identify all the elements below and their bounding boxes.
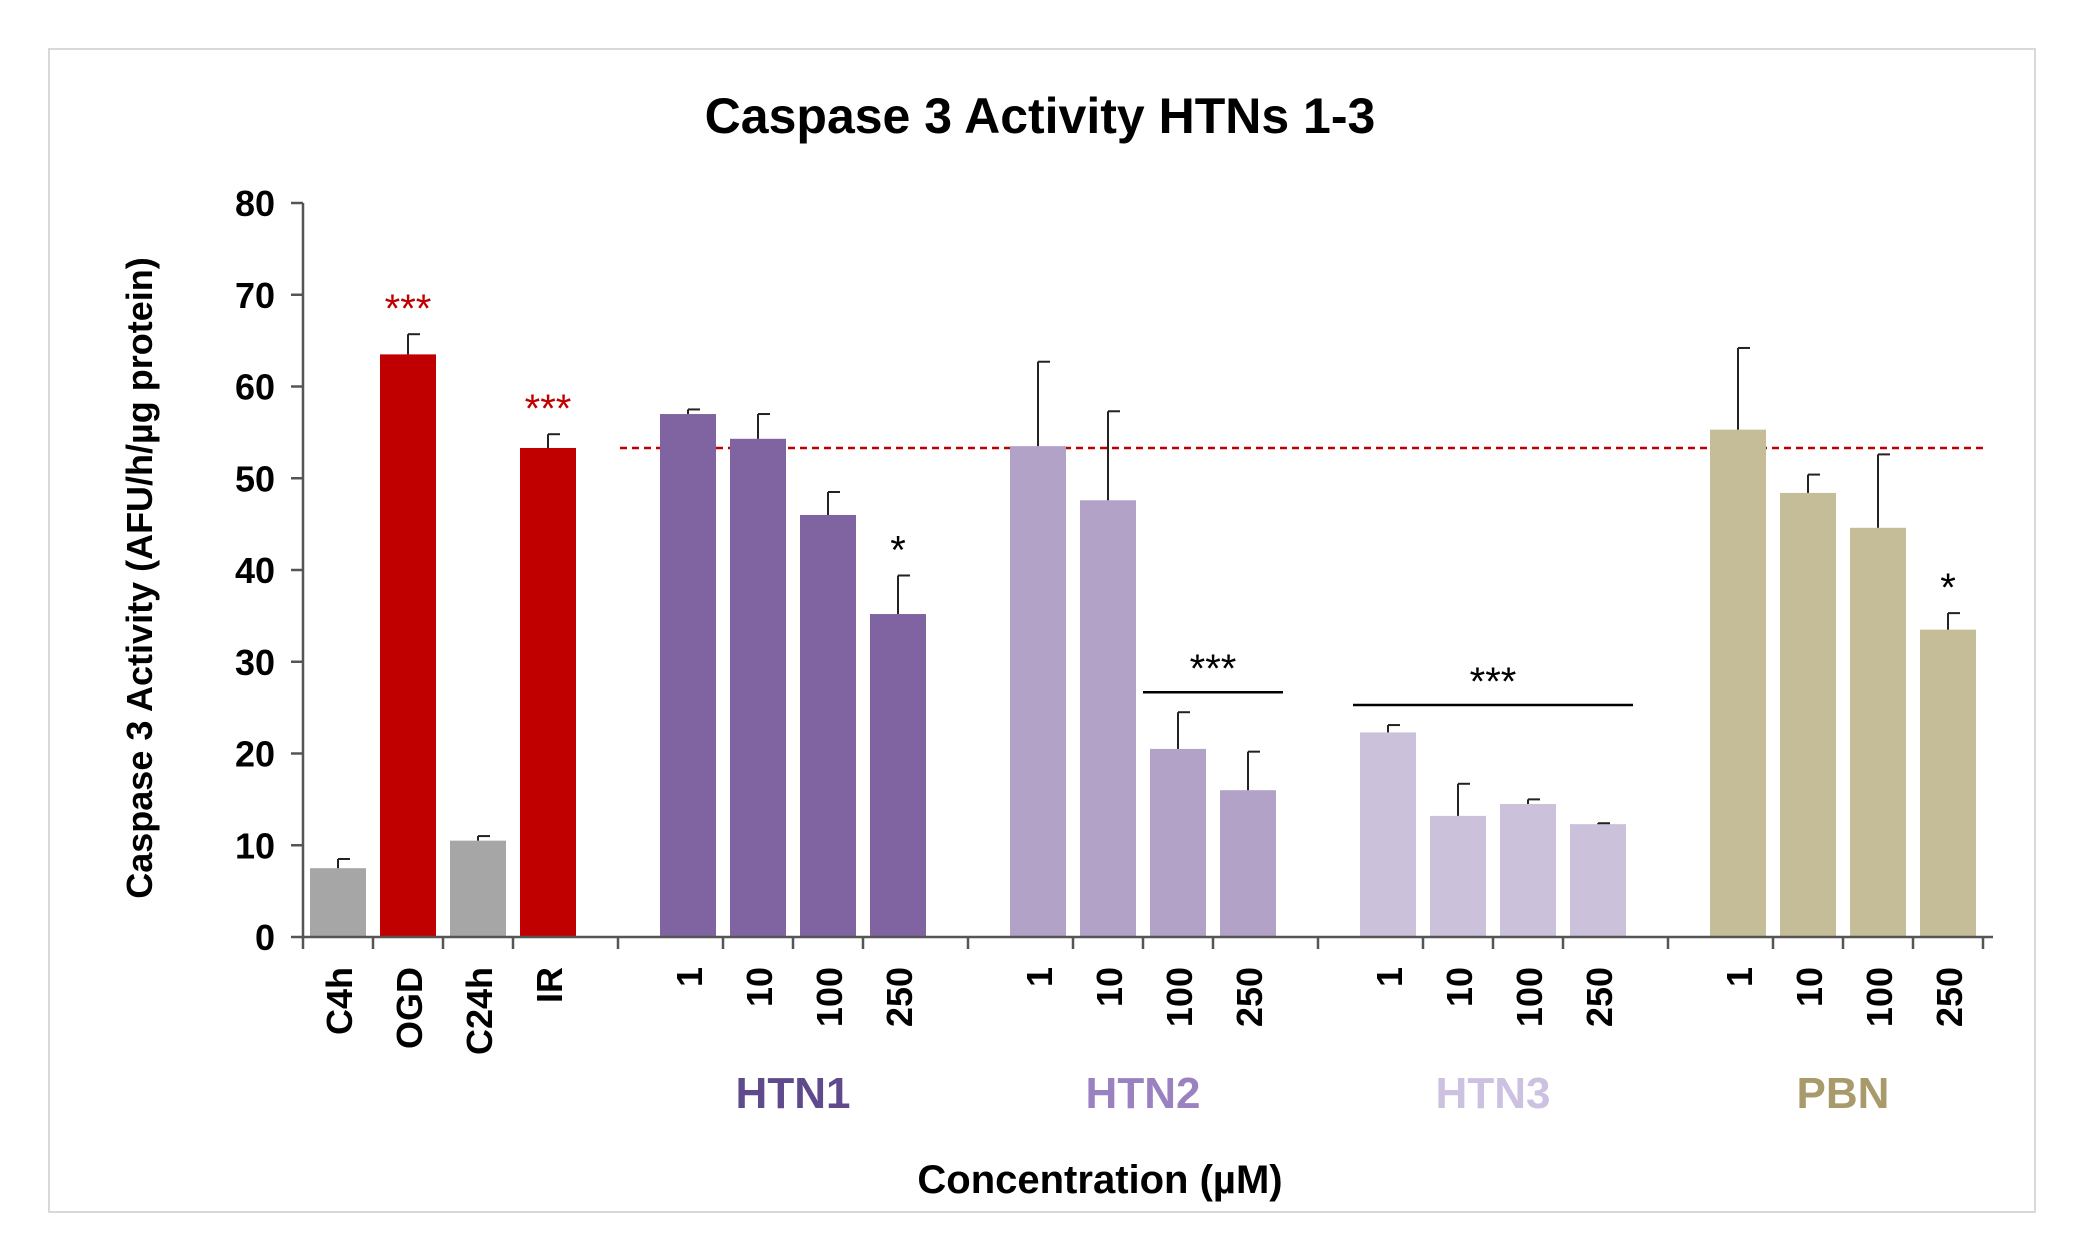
x-tick-label: C24h	[459, 967, 500, 1055]
bar-htn3-10	[1430, 815, 1486, 937]
significance-mark: ***	[1190, 647, 1237, 691]
y-tick-label: 20	[235, 734, 275, 775]
x-tick-label: 250	[1229, 967, 1270, 1027]
x-tick-label: 100	[1159, 967, 1200, 1027]
x-tick-label: 10	[1789, 967, 1830, 1007]
bar-pbn-1	[1710, 429, 1766, 937]
significance-mark: ***	[525, 387, 572, 431]
bar-pbn-100	[1850, 527, 1906, 937]
bar-control-c4h	[310, 868, 366, 937]
y-tick-label: 0	[255, 917, 275, 958]
bar-htn1-1	[660, 414, 716, 937]
bar-control-c24h	[450, 840, 506, 937]
x-tick-label: 10	[739, 967, 780, 1007]
x-tick-label: 100	[1509, 967, 1550, 1027]
x-tick-label: 1	[1369, 967, 1410, 987]
x-tick-label: OGD	[389, 967, 430, 1049]
x-axis-label: Concentration (µM)	[917, 1158, 1282, 1202]
bar-htn2-10	[1080, 500, 1136, 937]
chart-title: Caspase 3 Activity HTNs 1-3	[705, 88, 1376, 144]
significance-mark: *	[1940, 566, 1956, 610]
chart-frame	[48, 48, 2036, 1213]
x-tick-label: 1	[1719, 967, 1760, 987]
significance-mark: *	[890, 529, 906, 573]
group-label-htn2: HTN2	[1086, 1069, 1201, 1118]
x-tick-label: C4h	[319, 967, 360, 1035]
bar-control-ogd	[380, 354, 436, 937]
bar-htn2-100	[1150, 748, 1206, 937]
y-tick-label: 40	[235, 550, 275, 591]
group-label-htn3: HTN3	[1436, 1069, 1551, 1118]
bar-htn2-250	[1220, 790, 1276, 937]
x-tick-label: 1	[669, 967, 710, 987]
y-tick-label: 80	[235, 183, 275, 224]
y-tick-label: 60	[235, 367, 275, 408]
x-tick-label: 1	[1019, 967, 1060, 987]
bar-htn3-250	[1570, 824, 1626, 937]
y-tick-label: 70	[235, 275, 275, 316]
bar-htn1-250	[870, 614, 926, 937]
x-tick-label: 100	[1859, 967, 1900, 1027]
bar-htn1-100	[800, 514, 856, 937]
x-tick-label: 10	[1439, 967, 1480, 1007]
y-tick-label: 10	[235, 825, 275, 866]
bar-htn1-10	[730, 438, 786, 937]
group-label-htn1: HTN1	[736, 1069, 851, 1118]
bar-htn3-1	[1360, 732, 1416, 937]
x-tick-label: 100	[809, 967, 850, 1027]
y-axis-label: Caspase 3 Activity (AFU/h/µg protein)	[119, 257, 160, 899]
significance-mark: ***	[385, 287, 432, 331]
y-tick-label: 50	[235, 458, 275, 499]
group-label-pbn: PBN	[1797, 1069, 1890, 1118]
x-tick-label: 250	[1579, 967, 1620, 1027]
bar-pbn-10	[1780, 492, 1836, 937]
bar-htn2-1	[1010, 446, 1066, 937]
x-tick-label: IR	[529, 967, 570, 1003]
bar-htn3-100	[1500, 803, 1556, 937]
x-tick-label: 250	[1929, 967, 1970, 1027]
y-tick-label: 30	[235, 642, 275, 683]
x-tick-label: 250	[879, 967, 920, 1027]
x-tick-label: 10	[1089, 967, 1130, 1007]
significance-mark: ***	[1470, 660, 1517, 704]
bar-control-ir	[520, 447, 576, 937]
bar-pbn-250	[1920, 629, 1976, 937]
